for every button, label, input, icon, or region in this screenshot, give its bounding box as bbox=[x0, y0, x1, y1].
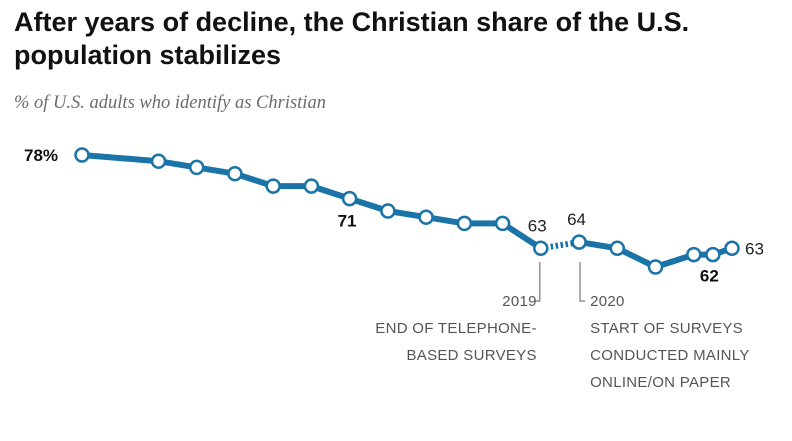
data-point bbox=[571, 234, 587, 250]
data-label: 64 bbox=[567, 210, 586, 229]
data-point bbox=[686, 246, 702, 263]
data-point bbox=[533, 240, 549, 257]
data-point bbox=[265, 178, 281, 194]
series-line-telephone bbox=[79, 152, 544, 252]
chart-subtitle: % of U.S. adults who identify as Christi… bbox=[14, 93, 326, 113]
data-point bbox=[456, 215, 473, 232]
data-point bbox=[380, 203, 396, 219]
data-label: 63 bbox=[528, 216, 547, 235]
data-label: 71 bbox=[338, 212, 357, 231]
data-point bbox=[647, 259, 664, 275]
data-point bbox=[705, 246, 721, 263]
annotation-leader bbox=[534, 262, 541, 302]
data-point bbox=[74, 147, 90, 163]
annotation-leaders bbox=[534, 262, 586, 302]
annotation-leader bbox=[579, 262, 586, 302]
data-point bbox=[303, 178, 320, 194]
annotation-text: CONDUCTED MAINLY bbox=[590, 347, 750, 364]
annotation-text: START OF SURVEYS bbox=[590, 320, 743, 337]
data-point bbox=[341, 190, 358, 207]
data-point bbox=[418, 209, 434, 225]
data-label: 63 bbox=[745, 239, 764, 258]
annotation-text: 2020 bbox=[590, 293, 625, 310]
data-labels: 78% 71 63 64 62 63 bbox=[24, 146, 764, 286]
data-label: 78% bbox=[24, 146, 58, 165]
data-point bbox=[724, 240, 740, 257]
data-point bbox=[609, 240, 626, 257]
data-point bbox=[227, 165, 243, 182]
annotation-text: BASED SURVEYS bbox=[406, 347, 536, 364]
annotation-text: ONLINE/ON PAPER bbox=[590, 374, 731, 391]
data-point bbox=[150, 153, 167, 169]
series-lines bbox=[79, 152, 735, 270]
annotation-text: END OF TELEPHONE- bbox=[375, 320, 537, 337]
chart-title: After years of decline, the Christian sh… bbox=[14, 7, 690, 70]
data-point bbox=[494, 215, 511, 232]
data-point bbox=[188, 159, 205, 176]
series-markers bbox=[74, 147, 740, 275]
data-label: 62 bbox=[700, 267, 719, 286]
annotations: 2019 END OF TELEPHONE- BASED SURVEYS 2020 ST… bbox=[375, 293, 749, 391]
annotation-text: 2019 bbox=[502, 293, 537, 310]
